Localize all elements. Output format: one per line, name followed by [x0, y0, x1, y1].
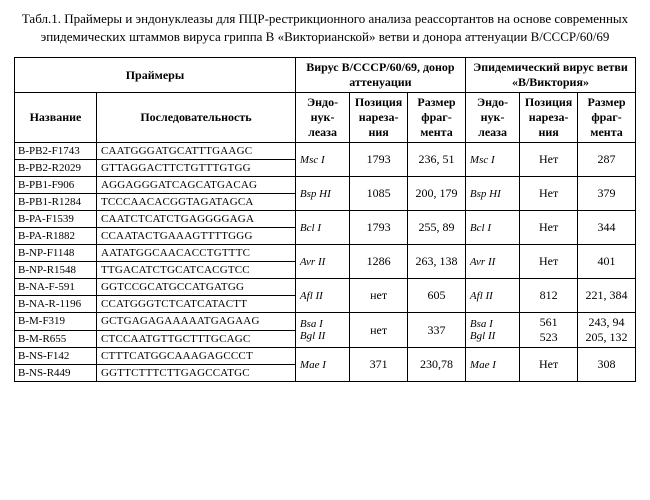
primers-table: Праймеры Вирус В/СССР/60/69, донор аттен… [14, 57, 636, 382]
primer-name: B-PA-R1882 [15, 228, 97, 245]
primer-name: B-NP-F1148 [15, 245, 97, 262]
hdr-seq: Последовательность [96, 93, 295, 143]
primer-name: B-NA-F-591 [15, 279, 97, 296]
primer-seq: AGGAGGGATCAGCATGACAG [96, 177, 295, 194]
primer-seq: CCAATACTGAAAGTTTTGGG [96, 228, 295, 245]
primer-name: B-NA-R-1196 [15, 296, 97, 313]
table-cell: 263, 138 [408, 245, 466, 279]
primer-name: B-PB2-F1743 [15, 143, 97, 160]
hdr-pos1: Позиция нареза-ния [350, 93, 408, 143]
table-cell: 344 [578, 211, 636, 245]
primer-name: B-PB1-F906 [15, 177, 97, 194]
table-cell: Bsp HI [465, 177, 519, 211]
table-cell: Avr II [295, 245, 349, 279]
primer-seq: GCTGAGAGAAAAATGAGAAG [96, 313, 295, 331]
table-cell: Avr II [465, 245, 519, 279]
table-cell: 243, 94 205, 132 [578, 313, 636, 348]
hdr-size2: Размер фраг-мента [578, 93, 636, 143]
primer-seq: TCCCAACACGGTAGATAGCA [96, 194, 295, 211]
primer-seq: GGTCCGCATGCCATGATGG [96, 279, 295, 296]
primer-name: B-M-R655 [15, 330, 97, 348]
table-cell: Нет [520, 211, 578, 245]
primer-name: B-NS-F142 [15, 348, 97, 365]
table-cell: Нет [520, 348, 578, 382]
table-cell: 230,78 [408, 348, 466, 382]
primer-seq: CTTTCATGGCAAAGAGCCCT [96, 348, 295, 365]
hdr-epi: Эпидемический вирус ветви «В/Виктория» [465, 58, 635, 93]
hdr-pos2: Позиция нареза-ния [520, 93, 578, 143]
table-cell: 1286 [350, 245, 408, 279]
primer-name: B-NP-R1548 [15, 262, 97, 279]
primer-name: B-PB1-R1284 [15, 194, 97, 211]
table-cell: 221, 384 [578, 279, 636, 313]
table-caption: Табл.1. Праймеры и эндонуклеазы для ПЦР-… [14, 10, 636, 45]
hdr-name: Название [15, 93, 97, 143]
table-cell: 200, 179 [408, 177, 466, 211]
hdr-endo2: Эндо-нук-леаза [465, 93, 519, 143]
table-cell: Afl II [465, 279, 519, 313]
primer-seq: GTTAGGACTTCTGTTTGTGG [96, 160, 295, 177]
primer-seq: TTGACATCTGCATCACGTCC [96, 262, 295, 279]
table-cell: 1085 [350, 177, 408, 211]
table-cell: 308 [578, 348, 636, 382]
table-cell: Bsa I Bgl II [465, 313, 519, 348]
hdr-primers: Праймеры [15, 58, 296, 93]
table-cell: 379 [578, 177, 636, 211]
table-cell: Bsp HI [295, 177, 349, 211]
hdr-size1: Размер фраг-мента [408, 93, 466, 143]
table-cell: Bcl I [465, 211, 519, 245]
table-cell: 371 [350, 348, 408, 382]
table-cell: 812 [520, 279, 578, 313]
table-cell: 401 [578, 245, 636, 279]
table-cell: нет [350, 279, 408, 313]
hdr-donor: Вирус В/СССР/60/69, донор аттенуации [295, 58, 465, 93]
primer-seq: CTCCAATGTTGCTTTGCAGC [96, 330, 295, 348]
table-cell: 287 [578, 143, 636, 177]
primer-name: B-NS-R449 [15, 365, 97, 382]
table-cell: 255, 89 [408, 211, 466, 245]
primer-name: B-PB2-R2029 [15, 160, 97, 177]
hdr-endo1: Эндо-нук-леаза [295, 93, 349, 143]
primer-seq: CAATGGGATGCATTTGAAGC [96, 143, 295, 160]
table-cell: Msc I [465, 143, 519, 177]
table-cell: 605 [408, 279, 466, 313]
table-cell: 337 [408, 313, 466, 348]
table-cell: 1793 [350, 211, 408, 245]
table-cell: Нет [520, 177, 578, 211]
table-cell: Msc I [295, 143, 349, 177]
table-cell: Afl II [295, 279, 349, 313]
table-cell: Нет [520, 143, 578, 177]
table-cell: 1793 [350, 143, 408, 177]
primer-seq: CAATCTCATCTGAGGGGAGA [96, 211, 295, 228]
table-cell: нет [350, 313, 408, 348]
primer-name: B-M-F319 [15, 313, 97, 331]
primer-seq: CCATGGGTCTCATCATACTT [96, 296, 295, 313]
table-cell: 236, 51 [408, 143, 466, 177]
primer-name: B-PA-F1539 [15, 211, 97, 228]
table-cell: 561 523 [520, 313, 578, 348]
table-cell: Bsa I Bgl II [295, 313, 349, 348]
table-cell: Mae I [295, 348, 349, 382]
table-cell: Нет [520, 245, 578, 279]
primer-seq: AATATGGCAACACCTGTTTC [96, 245, 295, 262]
table-cell: Mae I [465, 348, 519, 382]
primer-seq: GGTTCTTTCTTGAGCCATGC [96, 365, 295, 382]
table-cell: Bcl I [295, 211, 349, 245]
